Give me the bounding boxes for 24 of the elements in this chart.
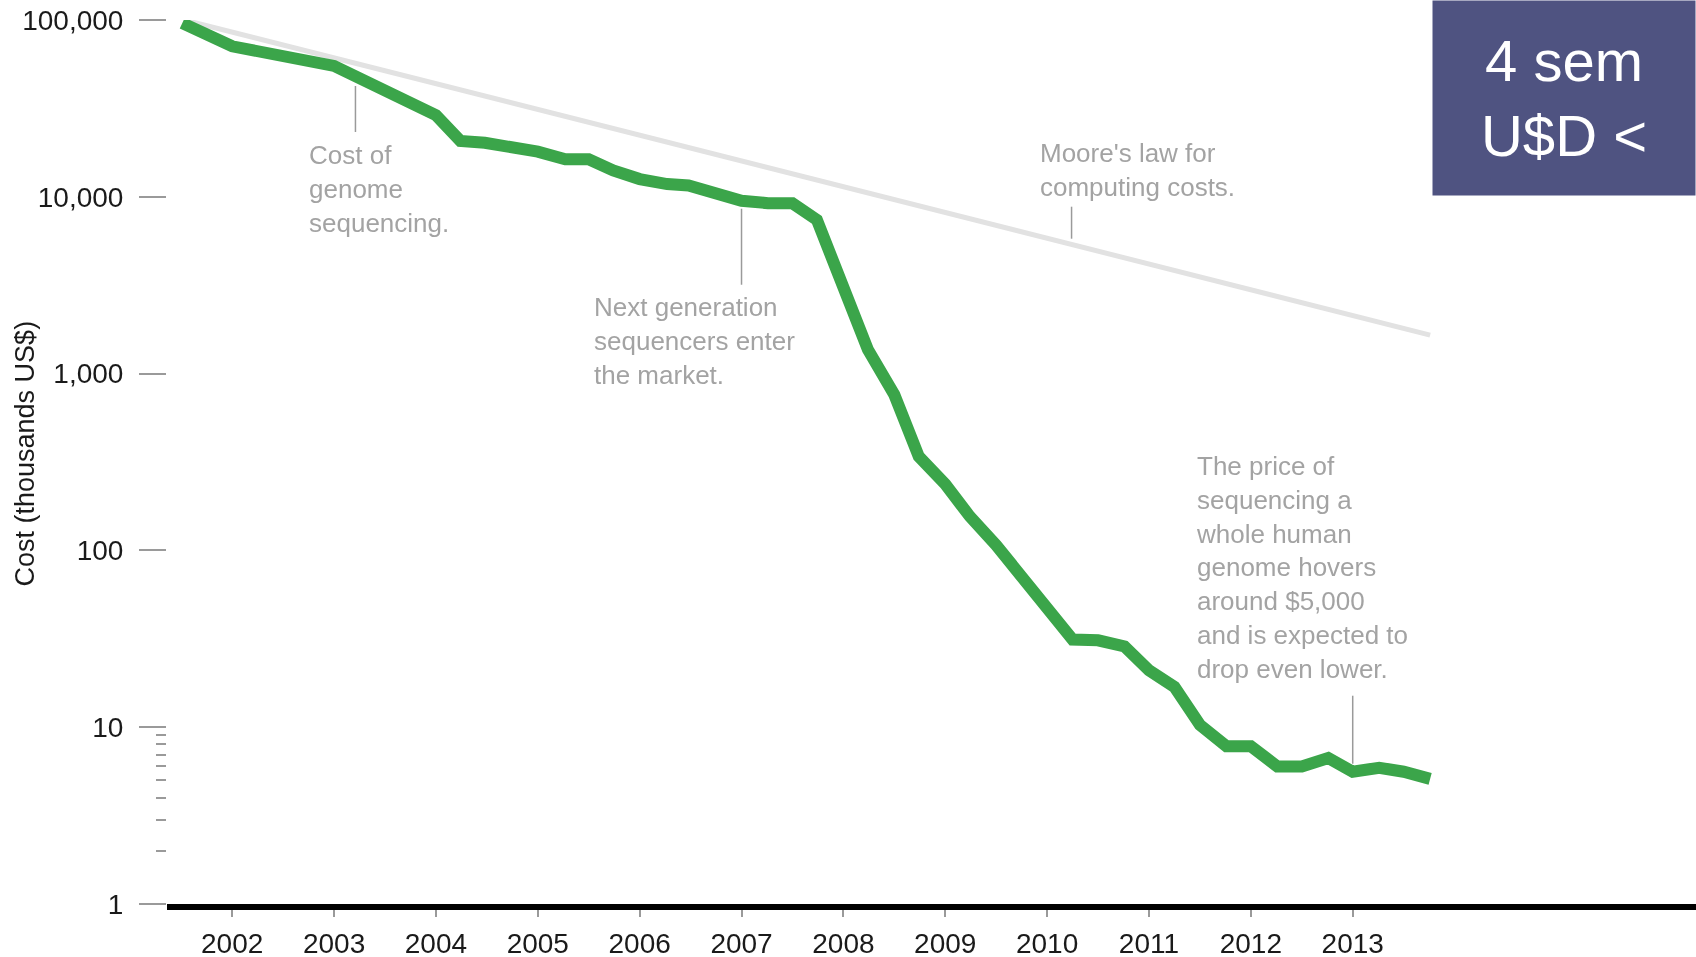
- annotation: 4 sem U$D <: [1480, 27, 1648, 169]
- annotation: Moore's law for computing costs.: [1040, 138, 1236, 202]
- annotation: The price of sequencing a whole human genome hovers around $5,000 and is expected to drop even lower.: [1196, 451, 1409, 684]
- y-tick-label: 100,000: [22, 4, 124, 36]
- y-tick-label: 10,000: [37, 181, 124, 213]
- y-tick-label: 1: [107, 888, 124, 920]
- x-tick-label: 2003: [302, 927, 366, 957]
- x-tick-label: 2012: [1219, 927, 1282, 957]
- x-tick-label: 2008: [812, 927, 875, 957]
- x-tick-label: 2007: [710, 927, 773, 957]
- y-tick-label: 10: [92, 712, 124, 743]
- y-axis-title: Cost (thousands US$): [9, 320, 40, 587]
- x-tick-label: 2011: [1118, 927, 1180, 957]
- annotation: Cost of genome sequencing.: [309, 140, 450, 238]
- x-tick-label: 2009: [914, 927, 977, 957]
- x-tick-label: 2004: [404, 927, 468, 957]
- x-tick-label: 2002: [201, 927, 264, 957]
- y-tick-label: 100: [76, 535, 124, 567]
- x-tick-label: 2005: [506, 927, 569, 957]
- annotation: Next generation sequencers enter the market.: [594, 292, 796, 390]
- x-tick-label: 2006: [608, 927, 671, 957]
- y-tick-label: 1,000: [53, 358, 124, 390]
- x-tick-label: 2013: [1321, 927, 1384, 957]
- x-tick-label: 2010: [1015, 927, 1079, 957]
